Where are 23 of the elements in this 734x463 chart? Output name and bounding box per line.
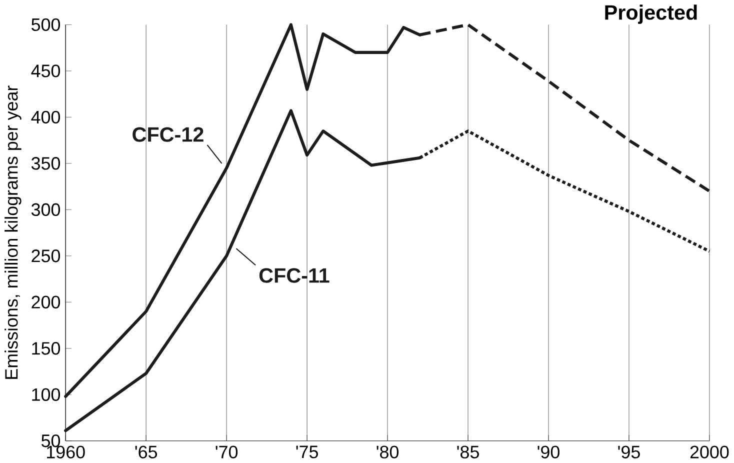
legend-label: CFC-11 [259,268,330,283]
y-tick-label: 100 [32,388,60,401]
y-tick-label: 400 [31,110,60,124]
x-tick-label: '80 [376,446,399,458]
y-tick-label: 50 [41,434,60,448]
text: Projected [605,4,697,24]
y-tick-label: 200 [32,296,60,308]
y-tick-label: 500 [32,18,60,32]
x-tick-label: 1960 [47,446,85,458]
x-tick-label: '85 [457,446,479,458]
y-tick-label: 450 [31,64,60,78]
y-axis-title: Emissions, million kilograms per year [4,86,22,379]
y-tick-label: 350 [31,157,60,170]
y-tick-label: 300 [31,203,60,216]
x-tick-label: '90 [538,446,560,458]
x-tick-label: '65 [135,446,158,458]
x-tick-label: '75 [296,446,318,458]
x-tick-label: '95 [618,446,640,458]
x-tick-label: 2000 [690,446,729,458]
series-label: CFC-12 [132,127,204,142]
y-tick-label: 150 [32,342,60,355]
x-tick-label: '70 [216,446,238,458]
y-tick-label: 250 [32,250,60,262]
